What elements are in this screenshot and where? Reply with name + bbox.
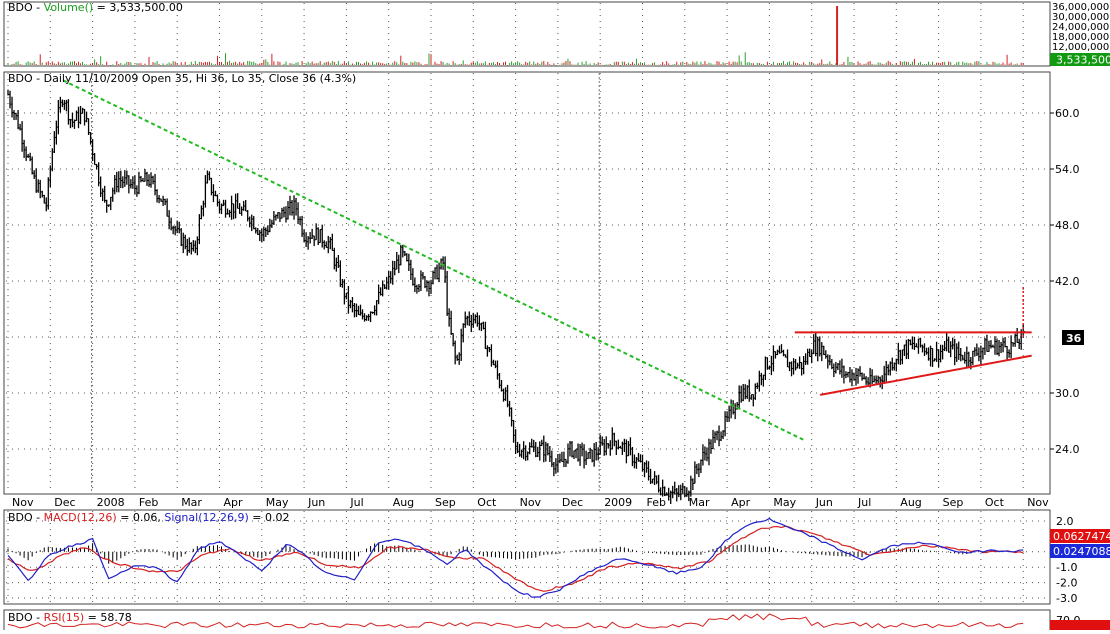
price-axis-tick: 24.0 <box>1055 443 1080 456</box>
x-axis-label: Apr <box>224 496 244 509</box>
price-title: BDO - Daily 11/10/2009 Open 35, Hi 36, L… <box>8 72 356 85</box>
volume-title-symbol: BDO <box>8 1 33 14</box>
volume-title-indicator: Volume() <box>44 1 94 14</box>
rsi-title-indicator: RSI(15) <box>44 611 84 624</box>
x-axis-label: Aug <box>393 496 414 509</box>
macd-title-signal: Signal(12,26,9) <box>164 511 248 524</box>
rsi-line <box>7 613 1024 629</box>
x-axis-label: May <box>773 496 796 509</box>
price-axis-tick: 48.0 <box>1055 219 1080 232</box>
x-axis-label: Nov <box>12 496 34 509</box>
price-panel-frame <box>3 71 1051 495</box>
x-axis-label: 2009 <box>604 496 632 509</box>
macd-title-symbol: BDO <box>8 511 33 524</box>
rsi-panel-frame <box>3 609 1051 633</box>
volume-value-flag-text: 3,533,500 <box>1056 54 1110 67</box>
last-price-flag <box>1062 330 1084 345</box>
macd-title-value: = 0.06, <box>117 511 165 524</box>
volume-title-dash: - <box>33 1 44 14</box>
macd-title: BDO - MACD(12,26) = 0.06, Signal(12,26,9… <box>8 511 289 524</box>
rsi-value-flag <box>1050 620 1110 630</box>
macd-title-dash: - <box>33 511 44 524</box>
macd-axis-tick: -1.0 <box>1056 561 1077 574</box>
x-axis-label: 2008 <box>97 496 125 509</box>
macd-title-signal-value: = 0.02 <box>249 511 290 524</box>
x-axis-label: Dec <box>562 496 583 509</box>
x-axis-label: May <box>266 496 289 509</box>
volume-axis-tick: 36,000,000 <box>1052 2 1109 13</box>
signal-value-flag <box>1050 544 1110 558</box>
volume-bars <box>7 6 1024 66</box>
volume-axis: 36,000,00030,000,00024,000,00018,000,000… <box>1052 2 1109 53</box>
price-axis-tick: 60.0 <box>1055 107 1080 120</box>
macd-value-flag <box>1050 529 1110 543</box>
macd-value-flag-text: 0.0627474 <box>1053 530 1110 543</box>
volume-value-flag <box>1050 53 1110 66</box>
x-axis-label: Apr <box>731 496 751 509</box>
rising-support-line <box>819 354 1032 396</box>
x-axis-label: Dec <box>54 496 75 509</box>
x-axis-label: Mar <box>689 496 710 509</box>
price-axis: 60.0 54.0 48.0 42.0 30.0 24.0 <box>1050 107 1080 456</box>
x-axis-label: Sep <box>435 496 456 509</box>
rsi-title-symbol: BDO <box>8 611 33 624</box>
x-axis-label: Feb <box>139 496 158 509</box>
x-axis-label: Oct <box>985 496 1005 509</box>
x-axis-label: Nov <box>1027 496 1049 509</box>
x-axis-label: Oct <box>477 496 497 509</box>
volume-axis-tick: 18,000,000 <box>1052 32 1109 43</box>
x-axis-labels: Nov Dec 2008 Feb Mar Apr May Jun Jul Aug Sep Oct Nov… <box>12 496 1049 509</box>
x-axis-label: Jun <box>815 496 833 509</box>
trend-annotations <box>62 79 1032 441</box>
rsi-lines <box>7 613 1024 629</box>
last-price-flag-text: 36 <box>1066 332 1082 345</box>
volume-axis-tick: 24,000,000 <box>1052 22 1109 33</box>
macd-axis-tick: 2.0 <box>1056 515 1074 528</box>
x-axis-label: Sep <box>943 496 964 509</box>
signal-line <box>7 525 1024 592</box>
rsi-title-dash: - <box>33 611 44 624</box>
macd-title-indicator: MACD(12,26) <box>44 511 117 524</box>
volume-title-value: = 3,533,500.00 <box>93 1 183 14</box>
macd-lines <box>7 517 1024 598</box>
x-axis-label: Jul <box>857 496 871 509</box>
x-axis-label: Mar <box>181 496 202 509</box>
price-axis-tick: 30.0 <box>1055 387 1080 400</box>
volume-axis-tick: 12,000,000 <box>1052 42 1109 53</box>
rsi-title-value: = 58.78 <box>84 611 132 624</box>
price-axis-tick: 42.0 <box>1055 275 1080 288</box>
price-bars <box>7 89 1026 504</box>
macd-axis: 2.0 -1.0 -2.0 -3.0 <box>1056 515 1077 605</box>
volume-axis-tick: 30,000,000 <box>1052 12 1109 23</box>
volume-panel-frame <box>3 1 1051 67</box>
macd-axis-tick: -3.0 <box>1056 592 1077 605</box>
x-axis-label: Nov <box>520 496 542 509</box>
x-axis-label: Jul <box>349 496 363 509</box>
macd-panel-frame <box>3 509 1051 605</box>
signal-value-flag-text: 0.0247088 <box>1053 545 1110 558</box>
rsi-title: BDO - RSI(15) = 58.78 <box>8 611 132 624</box>
macd-axis-tick: -2.0 <box>1056 577 1077 590</box>
x-axis-label: Feb <box>647 496 666 509</box>
price-axis-tick: 54.0 <box>1055 163 1080 176</box>
x-axis-label: Jun <box>307 496 325 509</box>
volume-title: BDO - Volume() = 3,533,500.00 <box>8 1 183 14</box>
x-axis-label: Aug <box>900 496 921 509</box>
macd-line <box>7 517 1024 598</box>
